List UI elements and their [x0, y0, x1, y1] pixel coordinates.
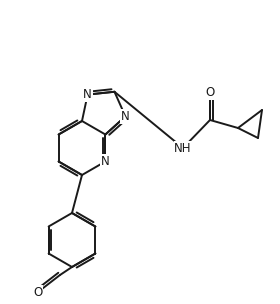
- Text: O: O: [33, 285, 43, 299]
- Text: N: N: [121, 110, 130, 123]
- Text: O: O: [205, 87, 215, 99]
- Text: N: N: [83, 88, 92, 101]
- Text: N: N: [101, 155, 110, 168]
- Text: NH: NH: [174, 141, 192, 154]
